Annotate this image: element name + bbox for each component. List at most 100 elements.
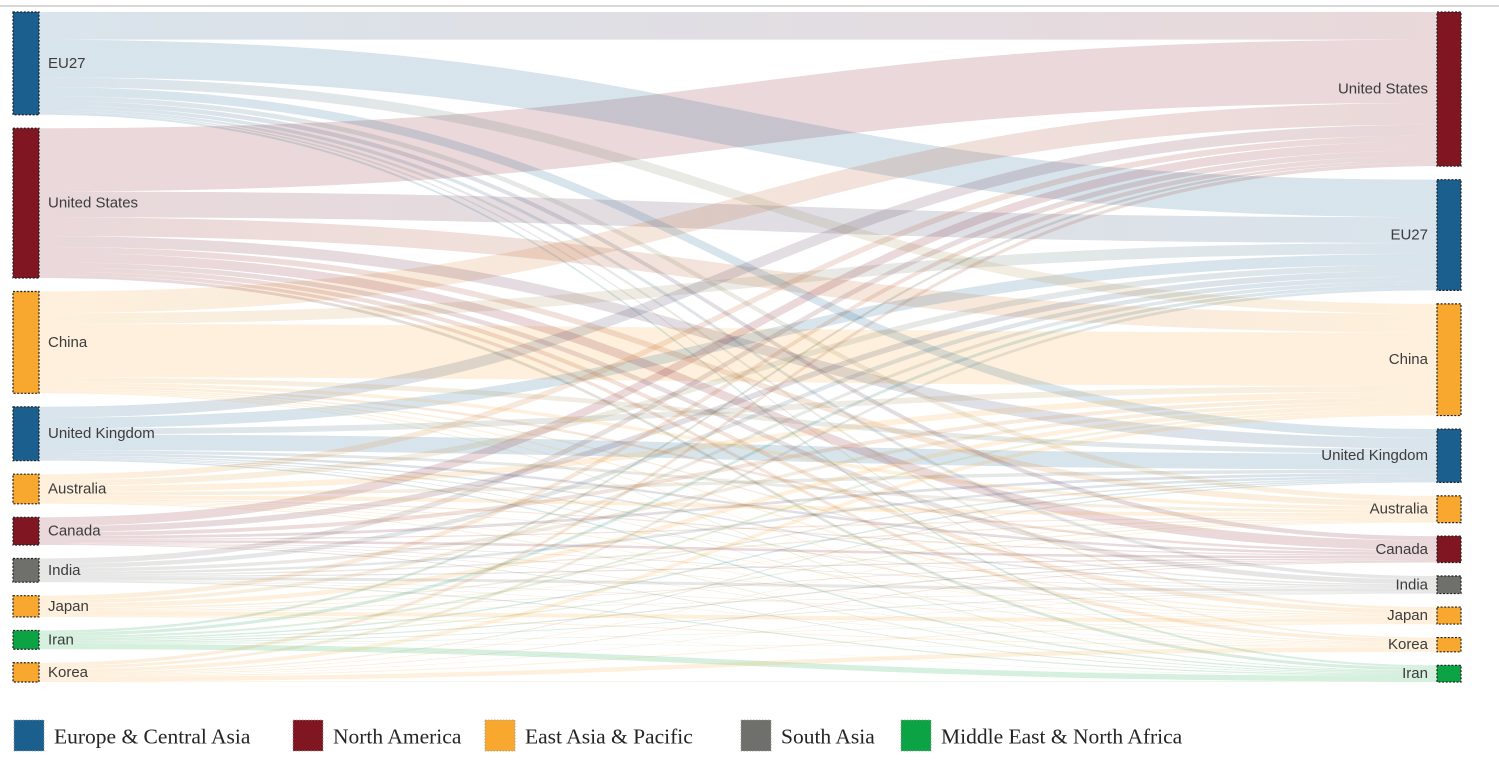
sankey-node-label-left-australia: Australia <box>48 480 107 497</box>
sankey-link-uk-to-canada <box>39 453 1437 555</box>
sankey-link-india-to-eu27 <box>39 276 1437 569</box>
sankey-link-korea-to-china <box>39 411 1437 673</box>
sankey-node-left-usa <box>12 127 40 279</box>
sankey-link-uk-to-korea <box>39 458 1437 645</box>
sankey-link-uk-to-india <box>39 455 1437 588</box>
sankey-link-china-to-india <box>39 388 1437 586</box>
sankey-link-china-to-japan <box>39 389 1437 616</box>
sankey-link-korea-to-uk <box>39 481 1437 674</box>
sankey-link-iran-to-canada <box>39 560 1437 643</box>
sankey-link-korea-to-korea <box>39 647 1437 682</box>
legend-label-south_asia: South Asia <box>781 725 875 749</box>
sankey-link-korea-to-iran <box>39 681 1437 682</box>
sankey-link-eu27-to-japan <box>39 108 1437 610</box>
sankey-link-china-to-usa <box>39 102 1437 314</box>
legend-swatch-south_asia <box>740 719 772 752</box>
sankey-link-india-to-japan <box>39 579 1437 619</box>
sankey-link-uk-to-iran <box>39 459 1437 673</box>
sankey-link-canada-to-eu27 <box>39 270 1437 533</box>
sankey-link-korea-to-usa <box>39 162 1437 667</box>
sankey-link-china-to-korea <box>39 391 1437 644</box>
sankey-link-iran-to-eu27 <box>39 284 1437 637</box>
sankey-link-korea-to-australia <box>39 521 1437 675</box>
legend-label-east_asia_pacific: East Asia & Pacific <box>525 725 693 749</box>
sankey-link-korea-to-japan <box>39 623 1437 677</box>
sankey-link-uk-to-usa <box>39 124 1437 418</box>
sankey-link-eu27-to-iran <box>39 112 1437 668</box>
sankey-node-label-left-eu27: EU27 <box>48 55 86 72</box>
sankey-link-canada-to-canada <box>39 540 1437 559</box>
sankey-link-japan-to-uk <box>39 478 1437 610</box>
legend-label-north_america: North America <box>333 725 462 749</box>
sankey-link-korea-to-eu27 <box>39 287 1437 669</box>
sankey-node-left-china <box>12 290 40 394</box>
sankey-link-china-to-canada <box>39 385 1437 553</box>
sankey-link-iran-to-japan <box>39 622 1437 644</box>
sankey-link-australia-to-canada <box>39 499 1437 557</box>
sankey-link-canada-to-iran <box>39 544 1437 675</box>
sankey-node-label-right-uk: United Kingdom <box>1321 447 1428 464</box>
sankey-link-iran-to-india <box>39 592 1437 643</box>
sankey-link-japan-to-canada <box>39 559 1437 612</box>
sankey-link-eu27-to-india <box>39 105 1437 580</box>
sankey-node-left-korea <box>12 662 40 683</box>
sankey-link-china-to-eu27 <box>39 242 1437 325</box>
sankey-link-japan-to-iran <box>39 616 1437 676</box>
sankey-link-japan-to-japan <box>39 611 1437 623</box>
sankey-link-india-to-australia <box>39 518 1437 576</box>
sankey-node-label-left-uk: United Kingdom <box>48 425 155 442</box>
sankey-node-label-left-iran: Iran <box>48 631 74 648</box>
sankey-link-eu27-to-canada <box>39 100 1437 541</box>
sankey-link-australia-to-iran <box>39 502 1437 674</box>
sankey-node-label-right-eu27: EU27 <box>1390 227 1428 244</box>
sankey-link-australia-to-korea <box>39 502 1437 645</box>
sankey-link-japan-to-usa <box>39 155 1437 601</box>
sankey-link-canada-to-india <box>39 542 1437 589</box>
sankey-link-canada-to-china <box>39 397 1437 537</box>
sankey-link-eu27-to-uk <box>39 87 1437 438</box>
sankey-node-left-canada <box>12 516 40 546</box>
sankey-nodes-right: United States EU27 China United Kingdom Aust… <box>1321 11 1462 683</box>
sankey-link-china-to-iran <box>39 392 1437 672</box>
sankey-node-label-right-china: China <box>1389 351 1429 368</box>
sankey-link-usa-to-japan <box>39 267 1437 614</box>
sankey-link-canada-to-usa <box>39 141 1437 527</box>
sankey-node-right-australia <box>1436 495 1462 524</box>
sankey-link-eu27-to-china <box>39 77 1437 314</box>
sankey-link-japan-to-korea <box>39 615 1437 647</box>
sankey-node-left-japan <box>12 595 40 618</box>
sankey-link-canada-to-australia <box>39 517 1437 541</box>
legend-label-europe_central_asia: Europe & Central Asia <box>54 725 251 749</box>
sankey-link-japan-to-india <box>39 591 1437 612</box>
sankey-link-eu27-to-australia <box>39 96 1437 501</box>
sankey-link-china-to-australia <box>39 382 1437 511</box>
sankey-node-label-right-india: India <box>1395 576 1428 593</box>
sankey-node-left-uk <box>12 406 40 462</box>
sankey-node-left-australia <box>12 473 40 505</box>
sankey-link-canada-to-japan <box>39 543 1437 619</box>
sankey-node-right-canada <box>1436 535 1462 564</box>
sankey-node-label-left-korea: Korea <box>48 664 89 681</box>
legend-swatch-east_asia_pacific <box>484 719 516 752</box>
sankey-node-label-left-canada: Canada <box>48 523 101 540</box>
sankey-node-right-india <box>1436 575 1462 595</box>
legend-swatch-middle_east_north_africa <box>900 719 932 752</box>
sankey-node-right-iran <box>1436 664 1462 683</box>
sankey-link-uk-to-australia <box>39 450 1437 514</box>
sankey-node-label-right-usa: United States <box>1338 81 1428 98</box>
sankey-node-left-iran <box>12 629 40 650</box>
sankey-node-right-japan <box>1436 606 1462 625</box>
sankey-node-label-right-iran: Iran <box>1402 665 1428 682</box>
sankey-link-usa-to-korea <box>39 271 1437 643</box>
sankey-link-japan-to-australia <box>39 519 1437 611</box>
sankey-node-right-eu27 <box>1436 179 1462 291</box>
sankey-node-right-korea <box>1436 636 1462 653</box>
sankey-node-label-right-australia: Australia <box>1370 501 1429 518</box>
legend-swatch-europe_central_asia <box>13 719 45 752</box>
sankey-link-australia-to-japan <box>39 501 1437 618</box>
sankey-link-korea-to-canada <box>39 561 1437 676</box>
sankey-link-australia-to-india <box>39 500 1437 589</box>
sankey-node-left-eu27 <box>12 11 40 116</box>
sankey-link-canada-to-uk <box>39 473 1437 539</box>
